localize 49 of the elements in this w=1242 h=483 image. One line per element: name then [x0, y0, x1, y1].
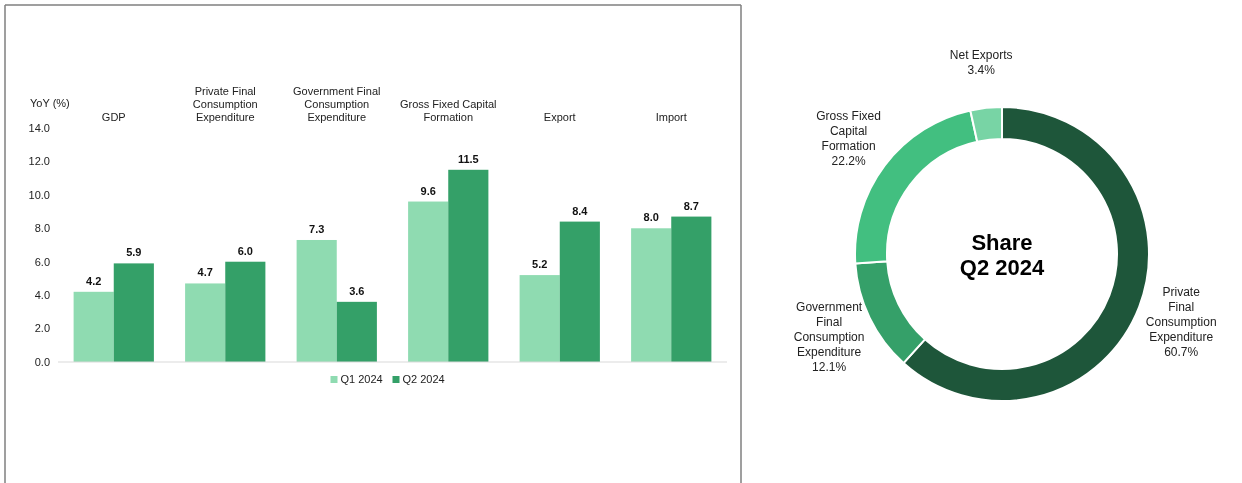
data-label: 7.3: [309, 222, 325, 235]
bar: [336, 301, 377, 362]
data-label: 4.2: [86, 274, 102, 287]
slice-label: Private Final Consumption Expenditure: [1145, 285, 1217, 345]
bar: [185, 283, 226, 362]
bar: [448, 169, 489, 362]
data-label: 6.0: [237, 244, 253, 257]
bar: [671, 216, 712, 362]
legend-label: Q1 2024: [340, 373, 383, 385]
data-label: 8.0: [643, 211, 659, 224]
data-label: 4.7: [197, 266, 213, 279]
y-tick-label: 8.0: [34, 222, 50, 235]
data-label: 3.4%: [967, 63, 996, 78]
text: Share Q2 2024: [959, 230, 1045, 280]
bar: [631, 228, 672, 362]
y-tick-label: 2.0: [34, 322, 50, 335]
data-label: 5.9: [126, 246, 142, 259]
data-label: 22.2%: [831, 153, 866, 168]
x-tick-label: Gross Fixed Capital Formation: [399, 98, 497, 123]
data-label: 8.4: [572, 204, 589, 217]
bar: [225, 261, 266, 362]
data-label: 11.5: [457, 152, 479, 165]
y-tick-label: 10.0: [28, 188, 50, 201]
data-label: 12.1%: [812, 360, 847, 375]
slice-label: Net Exports: [949, 48, 1013, 63]
bar: [73, 291, 114, 362]
y-tick-label: 0.0: [34, 355, 50, 368]
data-label: 3.6: [349, 284, 365, 297]
data-label: 9.6: [420, 184, 436, 197]
slice-label: Government Final Consumption Expenditure: [793, 300, 865, 360]
x-tick-label: Government Final Consumption Expenditure: [293, 85, 381, 123]
y-axis-title: YoY (%): [30, 97, 70, 109]
bar: [408, 201, 449, 362]
data-label: 8.7: [683, 199, 699, 212]
bar: [296, 239, 337, 362]
y-tick-label: 6.0: [34, 255, 50, 268]
bar: [113, 263, 154, 362]
bar: [519, 275, 560, 362]
x-tick-label: Private Final Consumption Expenditure: [192, 85, 258, 123]
y-tick-label: 4.0: [34, 288, 50, 301]
x-tick-label: Export: [543, 111, 576, 123]
x-tick-label: GDP: [101, 111, 126, 123]
legend-label: Q2 2024: [402, 373, 445, 385]
data-label: 5.2: [532, 258, 548, 271]
data-label: 60.7%: [1164, 345, 1199, 360]
x-tick-label: Import: [655, 111, 687, 123]
y-tick-label: 12.0: [28, 155, 50, 168]
bar: [559, 221, 600, 362]
y-tick-label: 14.0: [28, 121, 50, 134]
